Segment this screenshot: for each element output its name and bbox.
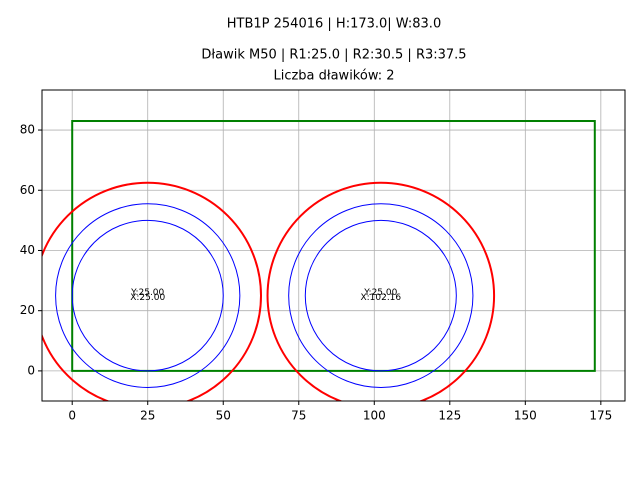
y-tick-label: 80	[20, 123, 35, 137]
chart-subtitle: Dławik M50 | R1:25.0 | R2:30.5 | R3:37.5	[201, 48, 466, 63]
x-tick-label: 25	[140, 409, 155, 423]
x-tick-label: 50	[216, 409, 231, 423]
y-tick-label: 40	[20, 243, 35, 257]
center-label: X:25.00	[130, 293, 165, 303]
x-tick-label: 150	[514, 409, 537, 423]
gland-circle	[55, 203, 241, 388]
ticks: 0 25 50 75 100 125 150 175 0 20 40 60 80	[20, 123, 613, 423]
gland-circle	[304, 219, 457, 372]
gland-circle	[42, 181, 262, 401]
chart-title: HTB1P 254016 | H:173.0| W:83.0	[227, 17, 441, 32]
x-tick-label: 175	[589, 409, 612, 423]
chart-subtitle: Liczba dławików: 2	[273, 69, 394, 84]
y-tick-label: 0	[27, 363, 35, 377]
y-tick-label: 60	[20, 183, 35, 197]
gland-circle	[266, 181, 496, 401]
gland-circle	[288, 203, 474, 388]
center-label: Y:25.00	[130, 288, 164, 298]
gland-circle	[71, 219, 224, 372]
x-tick-label: 75	[291, 409, 306, 423]
enclosure	[71, 120, 596, 372]
x-tick-label: 125	[438, 409, 461, 423]
center-label: X:102.16	[360, 293, 401, 303]
y-tick-label: 20	[20, 303, 35, 317]
axes-frame	[41, 89, 626, 402]
x-tick-label: 100	[363, 409, 386, 423]
plot-area: Y:25.00X:25.00 Y:25.00X:102.16	[42, 120, 596, 401]
center-label: Y:25.00	[363, 288, 397, 298]
x-tick-label: 0	[68, 409, 76, 423]
